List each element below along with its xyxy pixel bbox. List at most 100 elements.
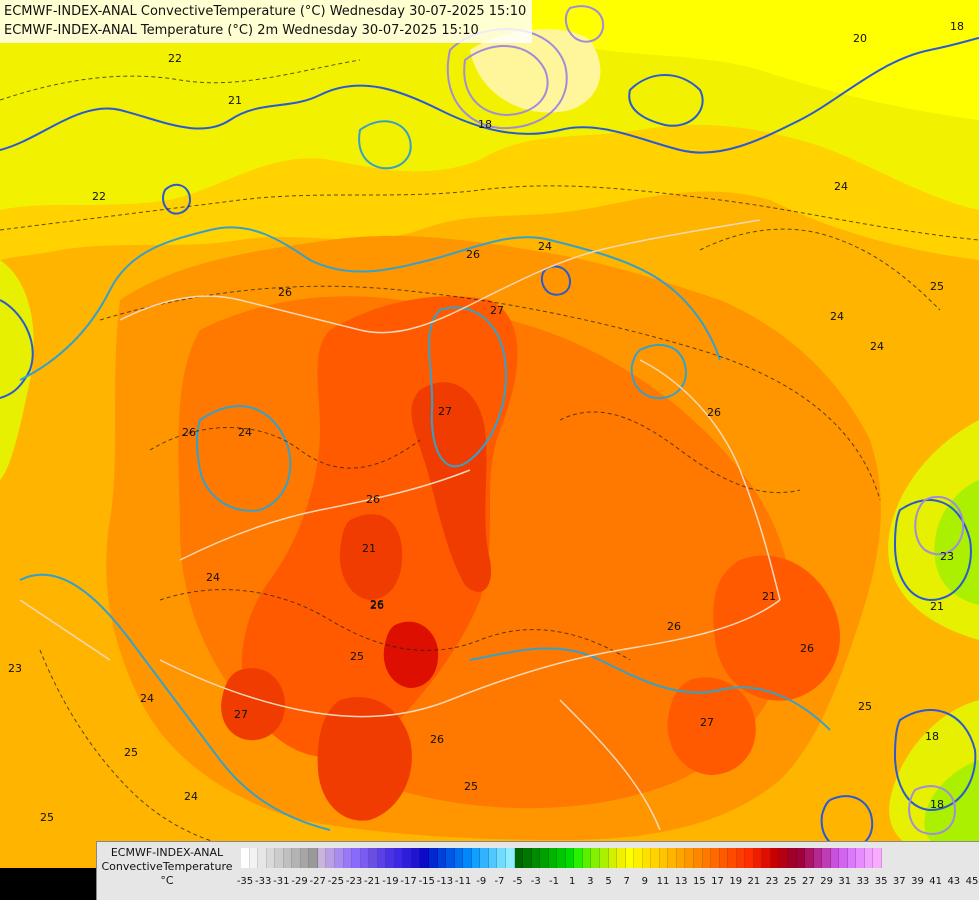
legend-swatch — [847, 848, 857, 868]
isoline — [149, 427, 421, 469]
contour-line — [564, 5, 605, 43]
contour-label: 24 — [140, 692, 154, 705]
legend-swatch — [411, 848, 421, 868]
legend-swatch — [608, 848, 618, 868]
legend-swatch — [429, 848, 438, 868]
legend-swatch — [557, 848, 566, 868]
legend-tick-label: 31 — [838, 876, 852, 887]
legend-unit: °C — [160, 874, 174, 887]
legend-swatch — [591, 848, 600, 868]
legend-tick-label: 7 — [623, 876, 630, 887]
legend-swatch — [454, 848, 464, 868]
border-line — [159, 599, 781, 718]
legend-color-scale — [241, 848, 883, 868]
legend-tick-label: -13 — [436, 876, 454, 887]
legend-swatch — [275, 848, 284, 868]
legend-swatch — [480, 848, 489, 868]
isoline — [559, 411, 801, 494]
contour-label: 24 — [184, 790, 198, 803]
map-region-yellow-orange — [0, 125, 979, 261]
contour-line — [19, 573, 331, 831]
legend-swatch — [736, 848, 746, 868]
map-region-southeast-green — [924, 760, 979, 855]
legend-title-model: ECMWF-INDEX-ANAL — [110, 846, 224, 859]
contour-label: 25 — [858, 700, 872, 713]
map-region-red-core-1 — [411, 382, 491, 592]
convective-contours — [19, 120, 831, 831]
contour-label: 18 — [950, 20, 964, 33]
contour-label: 21 — [930, 600, 944, 613]
legend-tick-label: 43 — [947, 876, 961, 887]
legend-swatch — [326, 848, 336, 868]
contour-label: 24 — [834, 180, 848, 193]
contour-label: 24 — [538, 240, 552, 253]
legend-tick-label: -25 — [327, 876, 345, 887]
legend-tick-label: -3 — [530, 876, 541, 887]
legend-tick-label: -27 — [309, 876, 326, 887]
legend-tick-label: 3 — [587, 876, 594, 887]
map-region-red-core-5 — [221, 668, 285, 741]
legend-swatch — [377, 848, 387, 868]
contour-line — [469, 647, 831, 731]
border-line — [559, 699, 661, 831]
legend-tick-label: -33 — [255, 876, 272, 887]
legend-swatch — [762, 848, 771, 868]
contour-label: 25 — [930, 280, 944, 293]
contour-label: 26 — [800, 642, 814, 655]
map-region-red-core-3 — [317, 696, 412, 821]
map-title-convective: ECMWF-INDEX-ANAL ConvectiveTemperature (… — [4, 4, 527, 19]
map-region-pale-cell — [470, 29, 601, 113]
legend-swatch — [386, 848, 395, 868]
legend-swatch — [343, 848, 353, 868]
map-region-red-core-4 — [383, 621, 439, 688]
legend-swatch — [505, 848, 515, 868]
legend-tick-label: 23 — [765, 876, 779, 887]
map-region-red-orange-east — [713, 555, 840, 701]
legend-swatch — [565, 848, 575, 868]
legend-swatch — [574, 848, 583, 868]
legend-swatch — [676, 848, 686, 868]
legend-tick-label: -1 — [548, 876, 559, 887]
legend-tick-label: -29 — [291, 876, 308, 887]
legend-swatch — [258, 848, 267, 868]
contour-line — [540, 265, 572, 296]
map-region-red-core-2 — [339, 514, 403, 600]
contour-label: 26 — [278, 286, 292, 299]
contour-label: 20 — [853, 32, 867, 45]
legend-tick-label: -21 — [364, 876, 381, 887]
legend-swatch — [822, 848, 831, 868]
contour-label: 27 — [490, 304, 504, 317]
legend-tick-label: 15 — [693, 876, 706, 887]
legend-swatch — [839, 848, 848, 868]
legend-swatch — [779, 848, 788, 868]
isoline — [99, 285, 881, 501]
legend-swatch — [540, 848, 549, 868]
legend-tick-label: -11 — [454, 876, 472, 887]
contour-label: 26 — [707, 406, 721, 419]
contour-label: 21 — [362, 542, 376, 555]
contour-label: 22 — [168, 52, 182, 65]
contour-line — [628, 74, 704, 127]
legend-swatch — [352, 848, 361, 868]
color-legend: ECMWF-INDEX-ANAL ConvectiveTemperature °… — [96, 841, 979, 900]
legend-swatch — [711, 848, 720, 868]
legend-swatch — [805, 848, 814, 868]
contour-label: 26 — [182, 426, 196, 439]
border-line — [639, 359, 781, 601]
contour-label: 25 — [350, 650, 364, 663]
legend-swatch — [369, 848, 378, 868]
legend-tick-label: 19 — [729, 876, 743, 887]
legend-tick-label: 13 — [674, 876, 688, 887]
legend-tick-label: -35 — [236, 876, 254, 887]
map-title-temperature: ECMWF-INDEX-ANAL Temperature (°C) 2m Wed… — [4, 23, 479, 38]
contour-label: 18 — [930, 798, 944, 811]
contour-line — [0, 299, 34, 399]
legend-tick-label: 39 — [911, 876, 924, 887]
legend-swatch — [463, 848, 472, 868]
contour-label: 26 — [370, 599, 384, 612]
contour-label: 25 — [124, 746, 138, 759]
legend-swatch — [300, 848, 310, 868]
legend-swatch — [728, 848, 737, 868]
legend-swatch — [702, 848, 712, 868]
